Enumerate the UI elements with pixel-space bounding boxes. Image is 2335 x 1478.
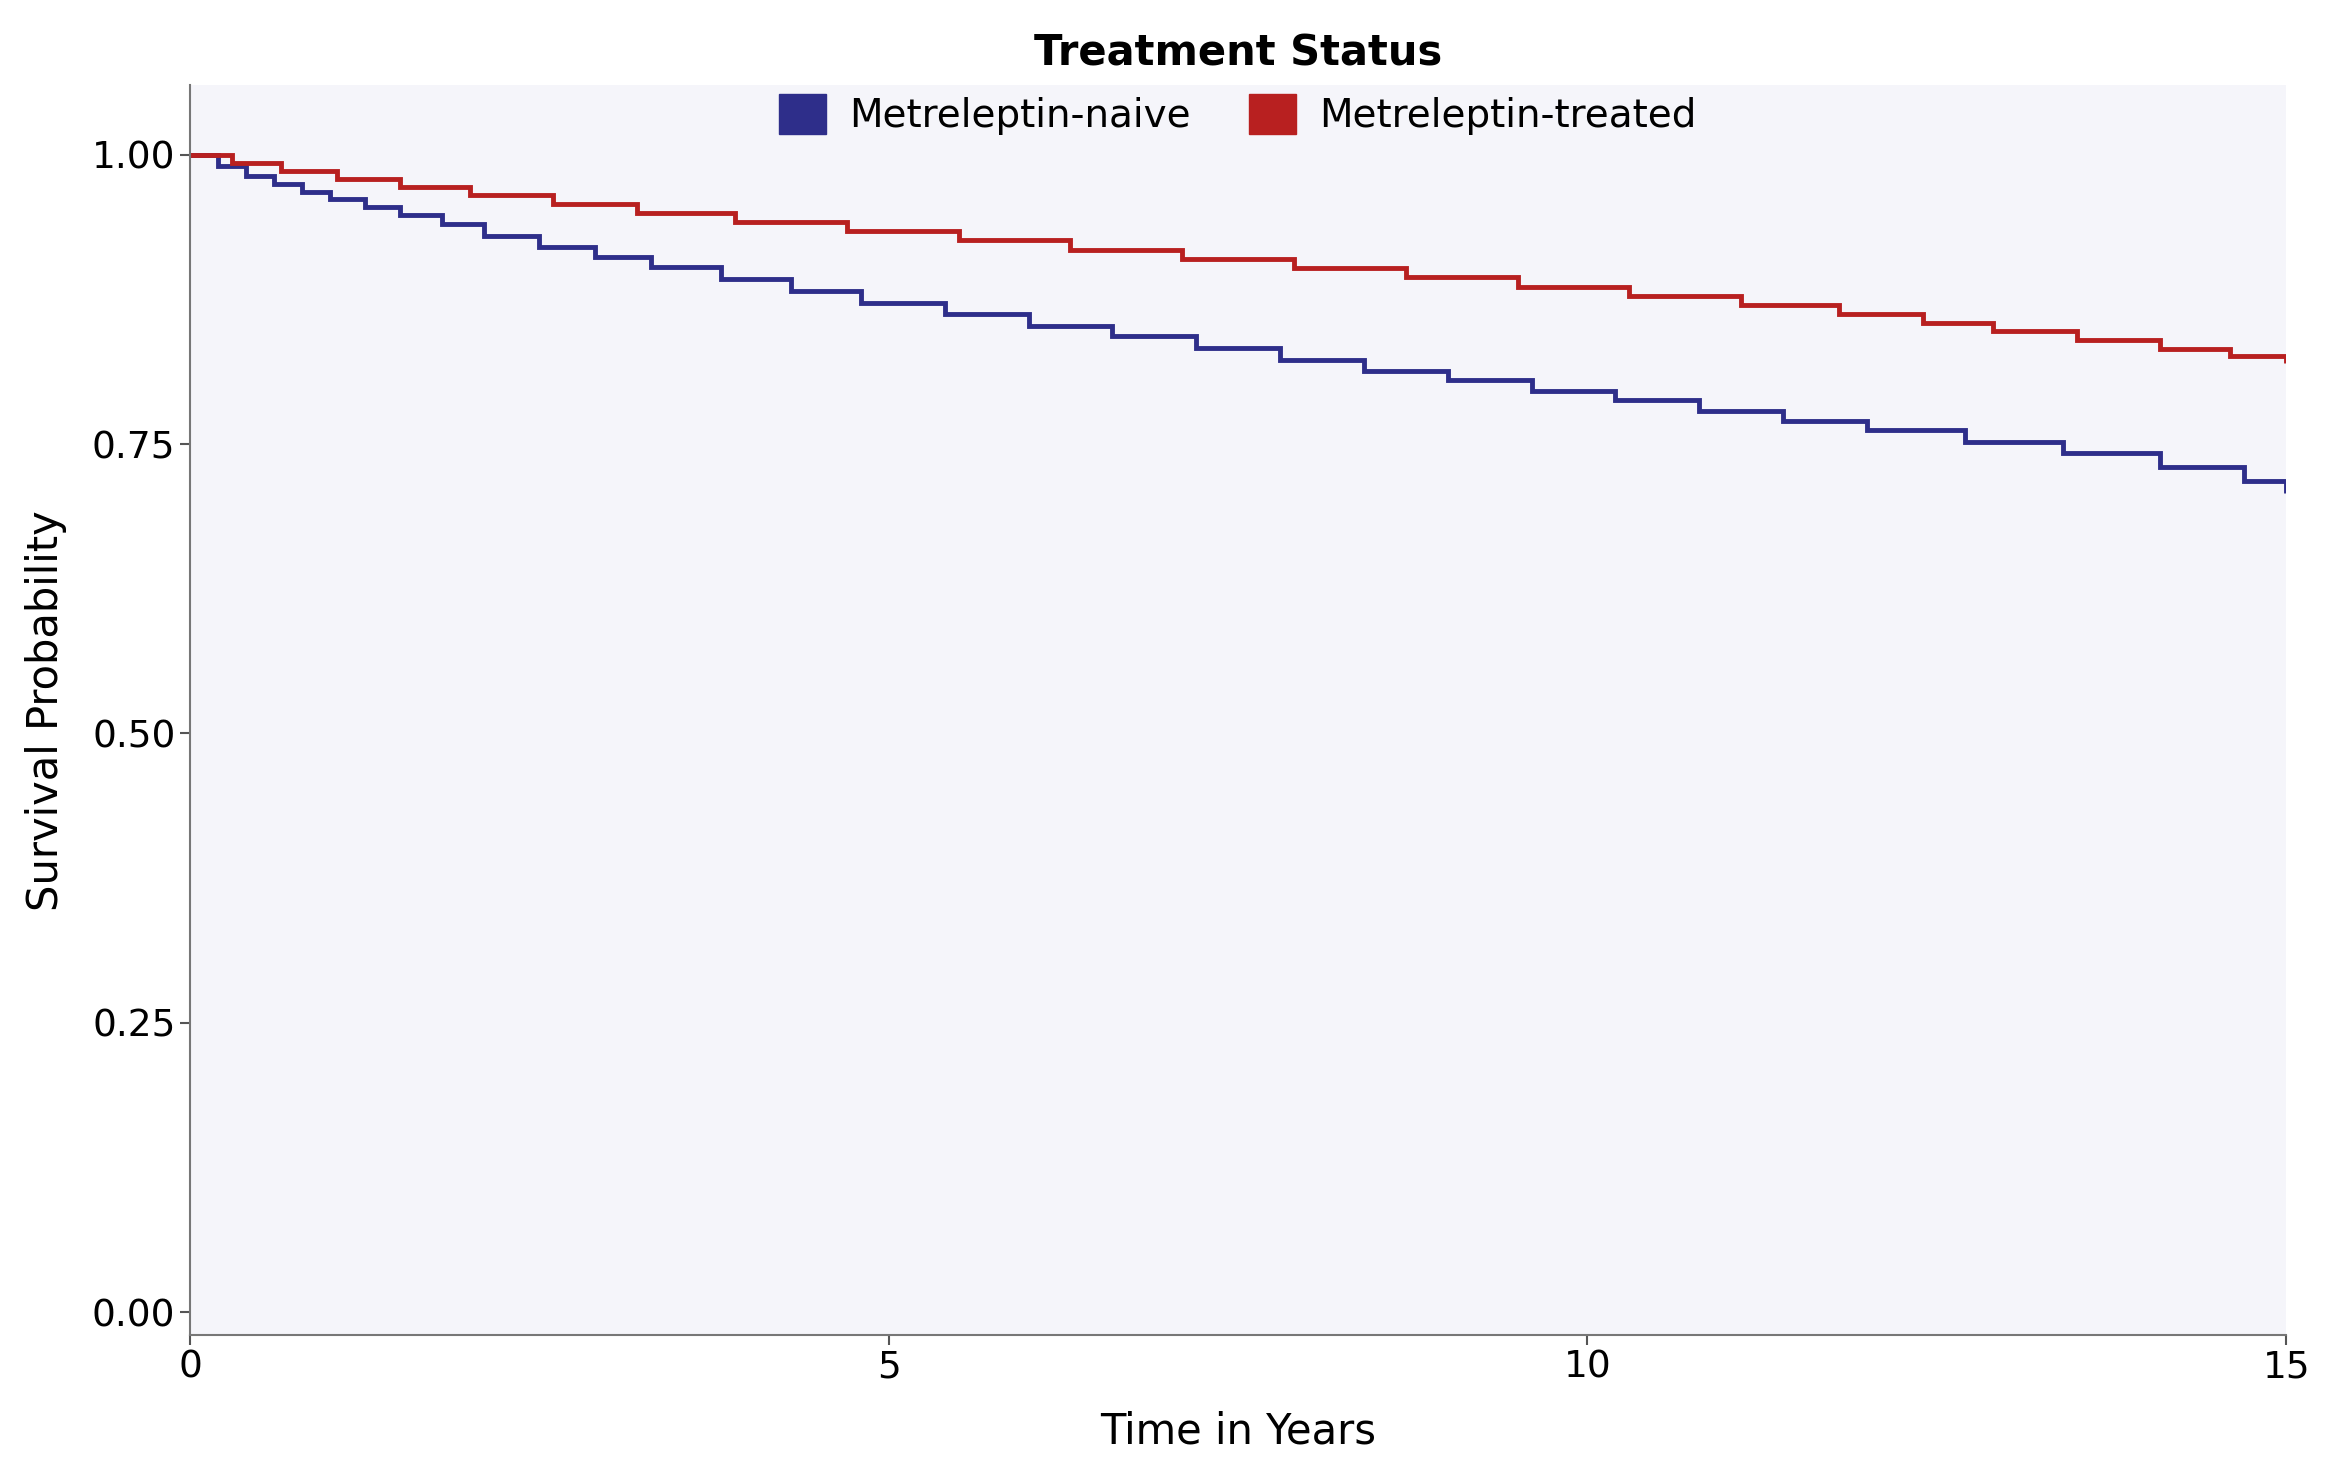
- Legend: Metreleptin-naive, Metreleptin-treated: Metreleptin-naive, Metreleptin-treated: [764, 18, 1712, 151]
- Y-axis label: Survival Probability: Survival Probability: [26, 510, 68, 910]
- X-axis label: Time in Years: Time in Years: [1100, 1411, 1375, 1453]
